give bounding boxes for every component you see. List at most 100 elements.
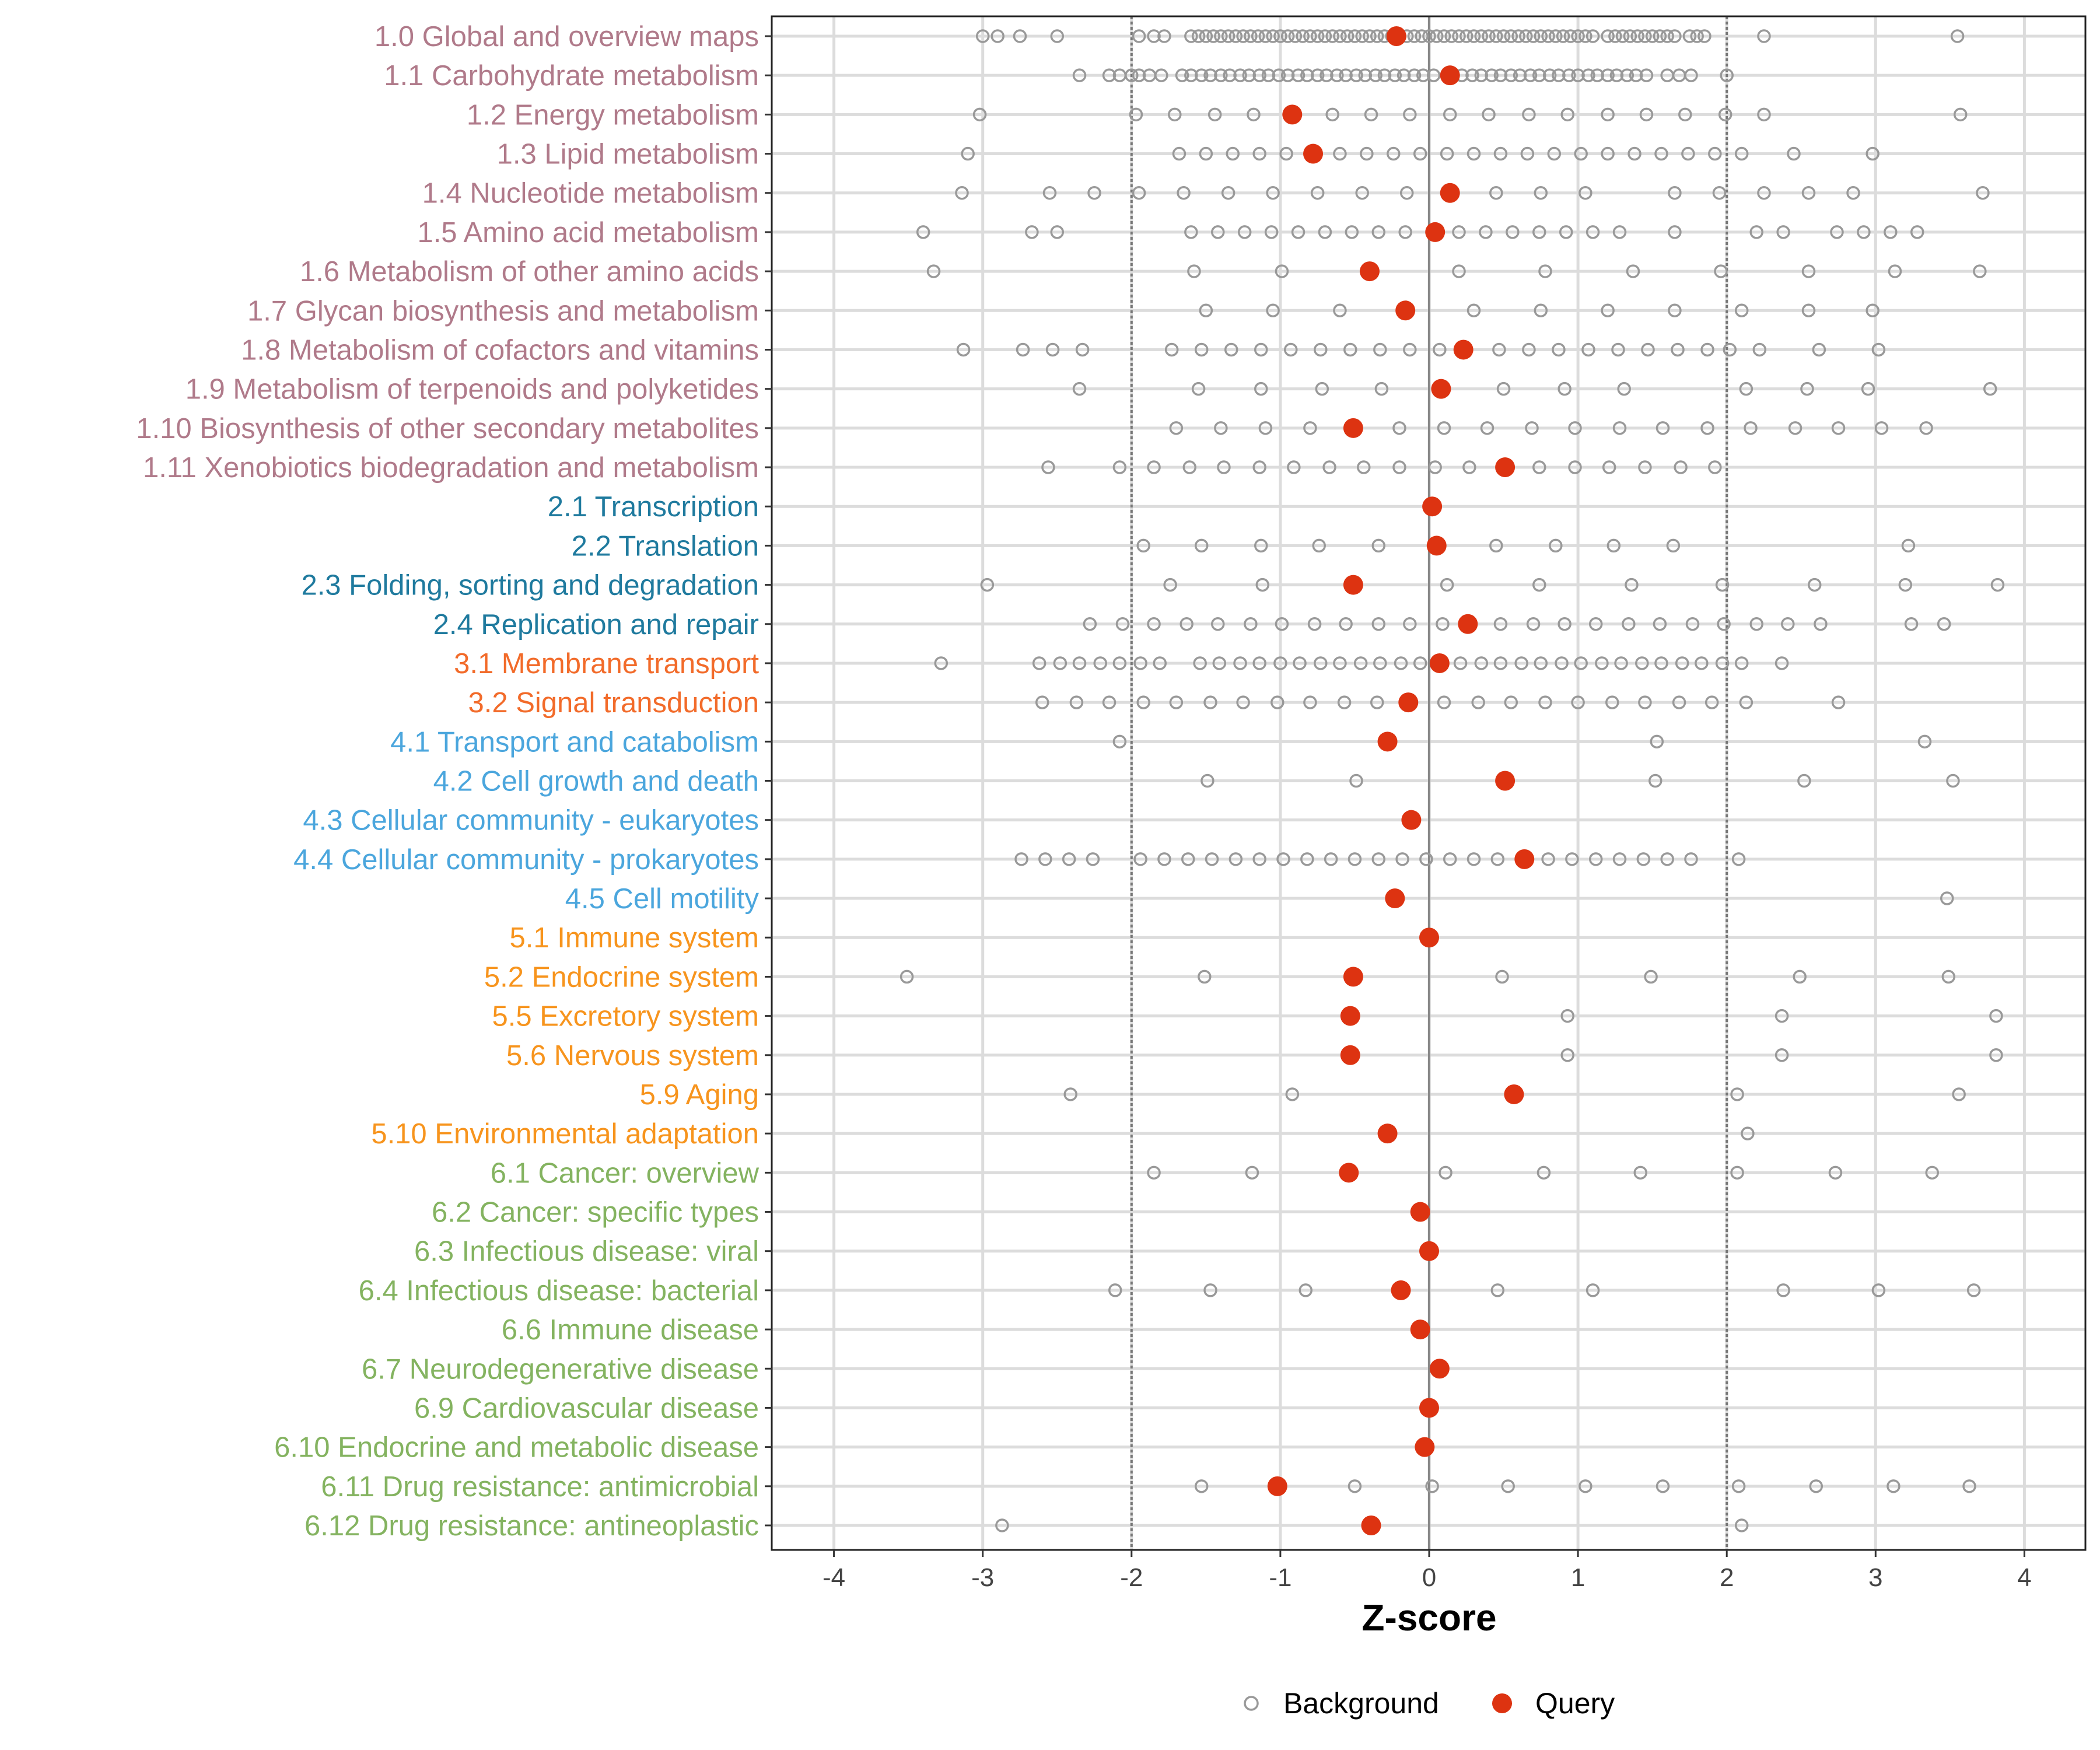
query-point (1303, 144, 1324, 164)
background-point (1541, 29, 1555, 43)
background-point (1233, 68, 1247, 82)
category-label: 4.1 Transport and catabolism (390, 726, 759, 758)
category-label: 1.8 Metabolism of cofactors and vitamins (241, 334, 759, 366)
background-point (1182, 460, 1197, 474)
background-point (1345, 225, 1359, 239)
background-point (1371, 538, 1386, 553)
background-point (1035, 695, 1049, 709)
background-point (1348, 852, 1362, 866)
background-point (1466, 852, 1481, 866)
x-axis-ticks: -4 -3 -2 -1 0 1 2 3 4 (822, 1550, 2032, 1592)
background-point (1757, 107, 1771, 122)
background-point (1293, 656, 1307, 670)
background-point (1901, 538, 1916, 553)
background-point (1542, 68, 1557, 82)
background-point (1562, 68, 1576, 82)
background-point (1392, 421, 1406, 435)
background-point (1280, 68, 1295, 82)
background-point (1682, 29, 1697, 43)
background-point (1887, 1479, 1901, 1493)
background-point (1622, 617, 1636, 631)
background-point (1163, 578, 1177, 592)
background-point (1700, 421, 1714, 435)
background-point (1588, 617, 1603, 631)
query-point (1339, 1163, 1359, 1183)
background-point (1191, 29, 1206, 43)
background-point (1685, 617, 1700, 631)
background-point (1038, 852, 1052, 866)
query-point (1419, 928, 1439, 948)
background-point (1437, 29, 1451, 43)
background-point (1563, 29, 1578, 43)
background-point (1714, 264, 1728, 278)
background-point (1236, 695, 1250, 709)
background-point (1194, 538, 1209, 553)
background-point (1310, 29, 1325, 43)
background-point (1501, 1479, 1515, 1493)
background-point (1247, 107, 1261, 122)
background-point (1950, 29, 1965, 43)
background-point (1513, 68, 1527, 82)
background-point (1264, 225, 1279, 239)
background-point (1549, 29, 1563, 43)
category-label: 4.2 Cell growth and death (433, 766, 759, 797)
background-point (1358, 68, 1373, 82)
background-point (1403, 107, 1417, 122)
query-point (1440, 183, 1460, 203)
background-point (1797, 774, 1811, 788)
background-point (1252, 460, 1266, 474)
background-point (1371, 852, 1386, 866)
background-point (1536, 1166, 1551, 1180)
background-point (1489, 29, 1503, 43)
background-point (1526, 617, 1541, 631)
background-points (900, 29, 2005, 1532)
background-point (1578, 29, 1592, 43)
background-point (1549, 538, 1563, 553)
background-point (1416, 68, 1430, 82)
background-point (1422, 29, 1436, 43)
background-point (1413, 146, 1427, 161)
background-point (1339, 68, 1353, 82)
background-point (1014, 852, 1028, 866)
background-point (1324, 852, 1338, 866)
background-point (1032, 656, 1046, 670)
query-point (1419, 1241, 1439, 1261)
background-point (1184, 225, 1198, 239)
background-point (1638, 460, 1652, 474)
category-label: 6.11 Drug resistance: antimicrobial (321, 1471, 759, 1503)
background-point (1387, 146, 1401, 161)
background-point (1617, 382, 1631, 396)
background-point (1443, 852, 1457, 866)
background-point (1648, 774, 1662, 788)
background-point (1272, 68, 1286, 82)
background-point (1976, 186, 1990, 200)
background-point (1252, 852, 1266, 866)
background-point (1678, 107, 1692, 122)
background-point (1495, 970, 1509, 984)
background-point (1801, 264, 1816, 278)
background-point (1639, 107, 1654, 122)
background-point (1164, 342, 1179, 357)
background-point (1715, 656, 1730, 670)
background-point (1629, 68, 1643, 82)
background-point (1730, 1166, 1744, 1180)
background-point (1280, 29, 1295, 43)
category-label: 3.2 Signal transduction (468, 687, 760, 719)
background-point (1831, 421, 1846, 435)
background-point (1199, 29, 1213, 43)
background-point (1194, 68, 1209, 82)
category-label: 1.4 Nucleotide metabolism (422, 178, 759, 209)
background-point (1547, 146, 1562, 161)
background-point (1291, 225, 1306, 239)
background-point (1275, 264, 1289, 278)
background-point (1511, 29, 1525, 43)
background-point (1199, 303, 1213, 318)
background-point (1465, 68, 1479, 82)
query-point (1495, 457, 1516, 478)
background-point (1428, 460, 1442, 474)
background-point (1560, 1009, 1574, 1023)
background-point (1684, 852, 1698, 866)
background-point (1214, 29, 1228, 43)
background-point (1425, 1479, 1439, 1493)
background-point (1474, 656, 1489, 670)
